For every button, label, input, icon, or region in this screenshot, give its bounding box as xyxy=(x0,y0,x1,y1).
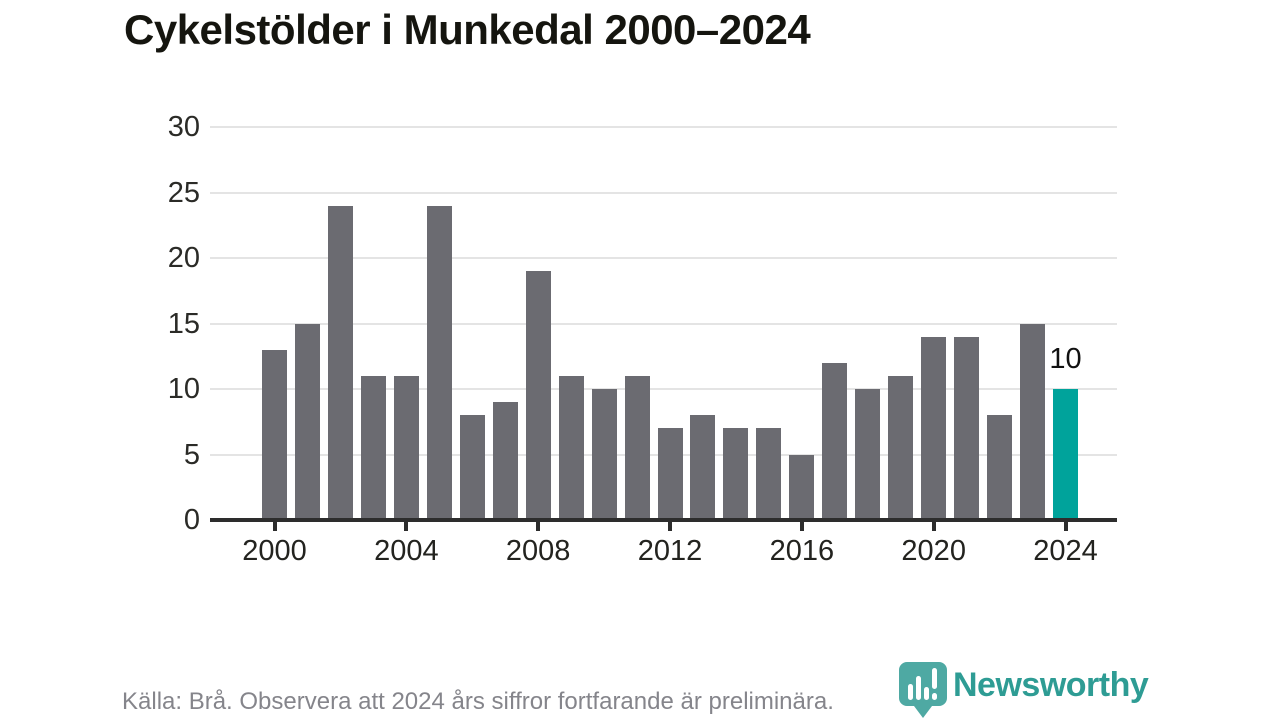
bar-2005 xyxy=(426,205,452,520)
x-tick-2024 xyxy=(1063,522,1068,531)
source-note: Källa: Brå. Observera att 2024 års siffr… xyxy=(122,688,834,715)
gridline-25 xyxy=(210,191,1117,194)
bar-2023 xyxy=(1020,323,1046,520)
bar-2000 xyxy=(262,349,287,520)
plot-area: 0 5 10 15 20 25 30 2000 2004 2008 2012 2016 2020 202… xyxy=(168,111,1117,567)
bar-2011 xyxy=(624,375,650,520)
newsworthy-wordmark: Newsworthy xyxy=(953,666,1149,704)
bar-2008 xyxy=(525,271,551,520)
bar-2017 xyxy=(822,362,848,520)
data-label-2024: 10 xyxy=(1049,343,1082,375)
bar-2007 xyxy=(492,402,518,520)
x-tick-label-2008: 2008 xyxy=(505,535,571,567)
y-tick-label-20: 20 xyxy=(167,242,200,274)
x-tick-label-2016: 2016 xyxy=(769,535,835,567)
x-tick-label-2012: 2012 xyxy=(637,535,703,567)
bar-2015 xyxy=(756,428,782,520)
bar-2006 xyxy=(459,415,485,520)
x-tick-2020 xyxy=(931,522,936,531)
x-tick-label-2024: 2024 xyxy=(1033,535,1098,567)
x-tick-2000 xyxy=(272,522,277,531)
x-tick-label-2000: 2000 xyxy=(242,535,307,567)
bar-2003 xyxy=(360,375,386,520)
bar-2019 xyxy=(888,375,914,520)
bar-2010 xyxy=(591,389,617,520)
bar-2009 xyxy=(558,375,584,520)
x-tick-2012 xyxy=(668,522,673,531)
x-tick-2008 xyxy=(536,522,541,531)
y-tick-label-30: 30 xyxy=(167,111,200,143)
y-tick-label-15: 15 xyxy=(167,307,200,340)
x-tick-2016 xyxy=(799,522,804,531)
y-tick-label-25: 25 xyxy=(167,176,200,209)
x-tick-label-2020: 2020 xyxy=(901,535,966,567)
bar-2021 xyxy=(954,336,980,520)
bar-2016 xyxy=(789,454,815,520)
y-tick-label-10: 10 xyxy=(167,373,200,405)
x-tick-label-2004: 2004 xyxy=(374,535,439,567)
x-axis-line xyxy=(210,518,1117,522)
bar-2024 xyxy=(1053,389,1079,520)
bar-2004 xyxy=(393,375,419,520)
gridline-15 xyxy=(210,322,1117,325)
x-tick-2004 xyxy=(404,522,409,531)
y-tick-label-5: 5 xyxy=(183,438,200,471)
bar-2014 xyxy=(723,428,749,520)
bar-2022 xyxy=(987,415,1013,520)
bar-2013 xyxy=(690,415,716,520)
bar-2018 xyxy=(855,389,881,520)
gridline-20 xyxy=(210,257,1117,259)
bar-2012 xyxy=(657,428,683,520)
gridline-10 xyxy=(210,388,1117,390)
bar-2001 xyxy=(294,323,320,520)
gridline-30 xyxy=(210,126,1117,128)
bar-2020 xyxy=(921,336,947,520)
bar-2002 xyxy=(327,205,353,520)
y-tick-label-0: 0 xyxy=(183,504,200,536)
page-title: Cykelstölder i Munkedal 2000–2024 xyxy=(124,6,811,53)
newsworthy-bubble-chart-icon xyxy=(899,662,947,718)
